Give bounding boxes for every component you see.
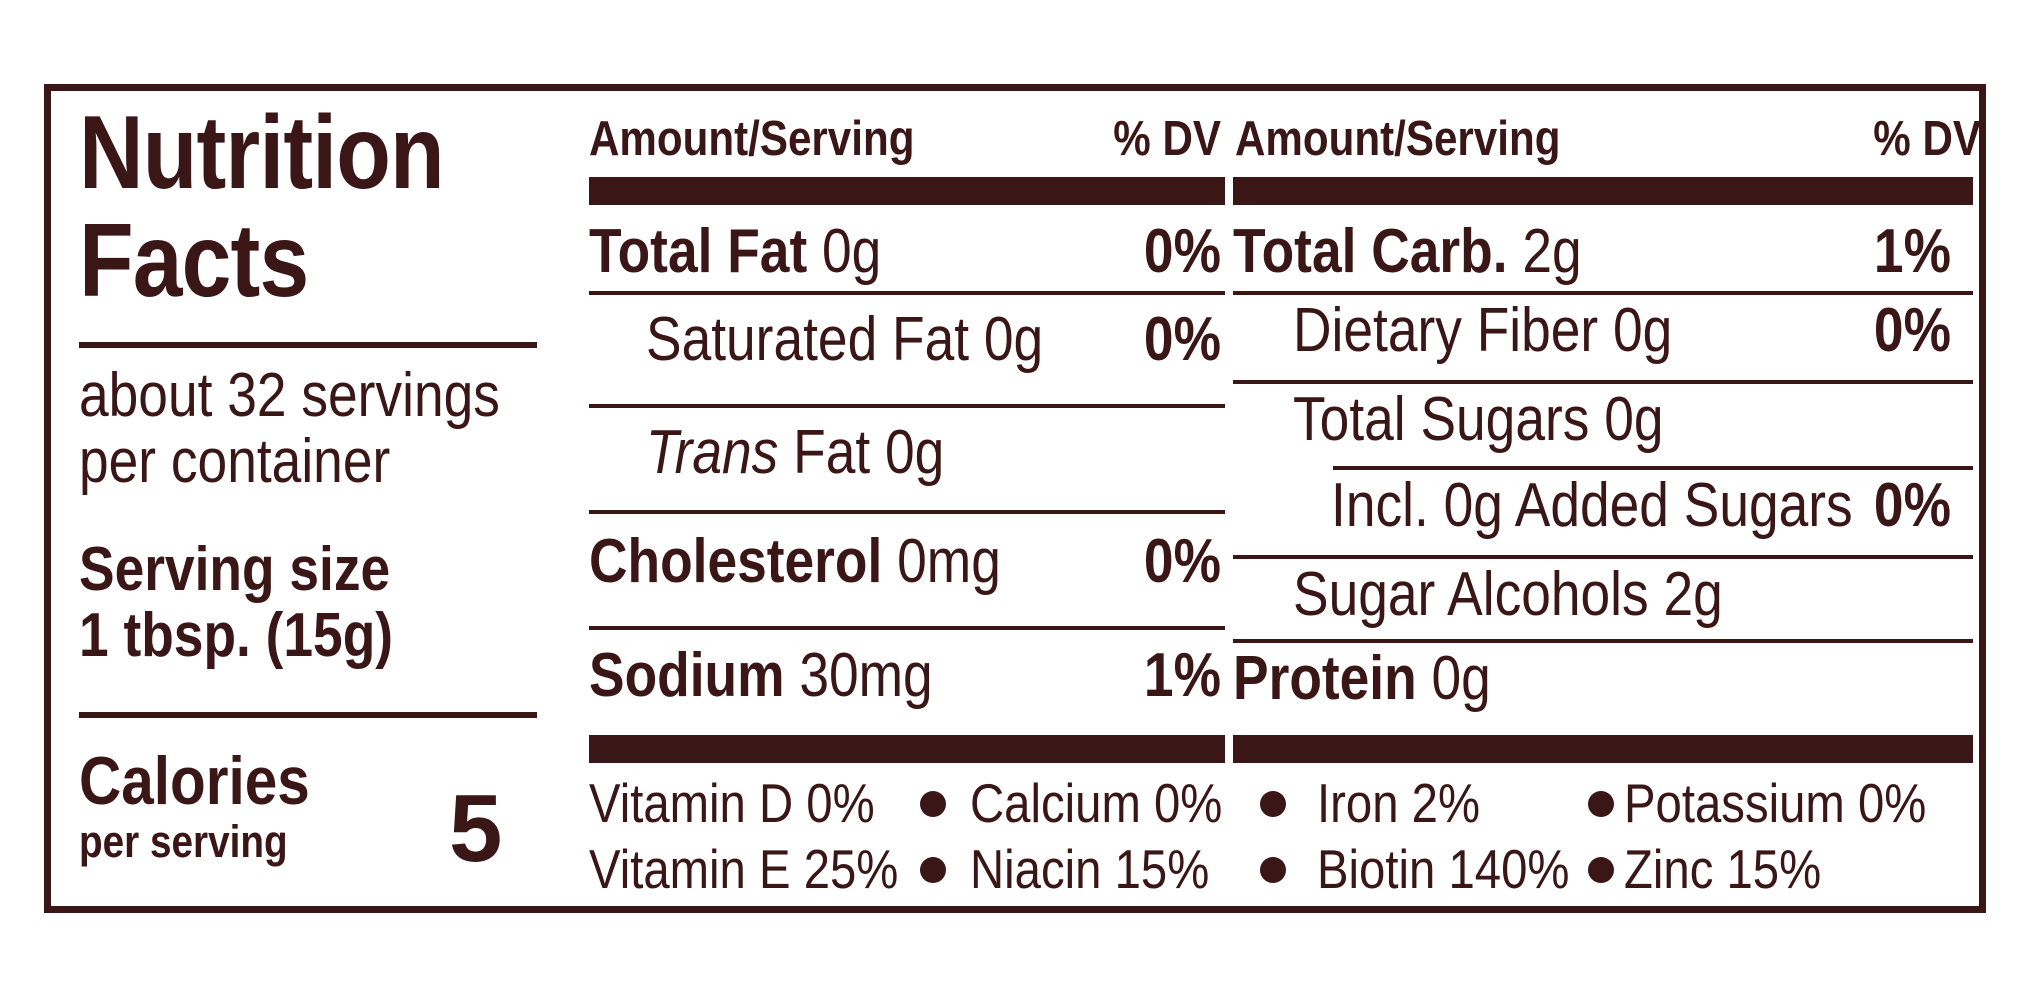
dv-added-sugars: 0%	[1873, 471, 1951, 540]
dv-dietary-fiber: 0%	[1873, 296, 1951, 365]
bullet-dot	[1588, 857, 1614, 883]
calories-label: Calories	[79, 743, 310, 819]
servings-line-1: about 32 servings	[79, 361, 500, 430]
right-header-amount: Amount/Serving	[1235, 112, 1561, 166]
row-total-fat: Total Fat 0g	[589, 217, 882, 286]
divider	[79, 712, 537, 718]
calcium: Calcium 0%	[970, 772, 1223, 834]
thick-bar	[1233, 177, 1973, 205]
row-saturated-fat: Saturated Fat 0g	[646, 305, 1044, 374]
niacin: Niacin 15%	[970, 838, 1210, 900]
divider	[1233, 639, 1973, 643]
row-protein: Protein 0g	[1233, 644, 1491, 713]
row-total-sugars: Total Sugars 0g	[1293, 385, 1664, 454]
nutrition-title: Nutrition Facts	[79, 95, 445, 319]
dv-total-carb: 1%	[1873, 217, 1951, 286]
dv-total-fat: 0%	[1143, 217, 1221, 286]
dv-sodium: 1%	[1143, 641, 1221, 710]
title-line-2: Facts	[79, 203, 309, 319]
servings-line-2: per container	[79, 427, 391, 496]
divider	[1333, 466, 1973, 470]
row-cholesterol: Cholesterol 0mg	[589, 527, 1001, 596]
servings-per-container: about 32 servings per container	[79, 363, 500, 495]
row-total-carb: Total Carb. 2g	[1233, 217, 1582, 286]
serving-size-label: Serving size	[79, 535, 391, 604]
row-trans-fat: Trans Fat 0g	[646, 418, 945, 487]
dv-saturated-fat: 0%	[1143, 305, 1221, 374]
bullet-dot	[1588, 791, 1614, 817]
iron: Iron 2%	[1317, 772, 1481, 834]
divider	[589, 291, 1225, 295]
serving-size: Serving size 1 tbsp. (15g)	[79, 537, 393, 669]
vitamin-d: Vitamin D 0%	[589, 772, 875, 834]
thick-bar	[1233, 735, 1973, 763]
divider	[79, 342, 537, 348]
row-sodium: Sodium 30mg	[589, 641, 933, 710]
divider	[589, 626, 1225, 630]
bullet-dot	[1260, 791, 1286, 817]
row-added-sugars: Incl. 0g Added Sugars	[1331, 471, 1853, 540]
nutrition-facts-label: Nutrition Facts about 32 servings per co…	[44, 84, 1986, 913]
serving-size-value: 1 tbsp. (15g)	[79, 601, 394, 670]
row-sugar-alcohols: Sugar Alcohols 2g	[1293, 560, 1723, 629]
potassium: Potassium 0%	[1624, 772, 1927, 834]
dv-cholesterol: 0%	[1143, 527, 1221, 596]
divider	[1233, 291, 1973, 295]
bullet-dot	[920, 857, 946, 883]
zinc: Zinc 15%	[1624, 838, 1822, 900]
bullet-dot	[920, 791, 946, 817]
divider	[1233, 555, 1973, 559]
biotin: Biotin 140%	[1317, 838, 1570, 900]
bullet-dot	[1260, 857, 1286, 883]
divider	[1233, 380, 1973, 384]
right-header-dv: % DV	[1873, 112, 1981, 166]
divider	[589, 404, 1225, 408]
left-header-amount: Amount/Serving	[589, 112, 915, 166]
thick-bar	[589, 177, 1225, 205]
row-dietary-fiber: Dietary Fiber 0g	[1293, 296, 1673, 365]
vitamin-e: Vitamin E 25%	[589, 838, 899, 900]
left-header-dv: % DV	[1113, 112, 1221, 166]
divider	[589, 510, 1225, 514]
title-line-1: Nutrition	[79, 95, 445, 211]
calories-value: 5	[449, 775, 503, 882]
thick-bar	[589, 735, 1225, 763]
calories-sub: per serving	[79, 816, 288, 867]
